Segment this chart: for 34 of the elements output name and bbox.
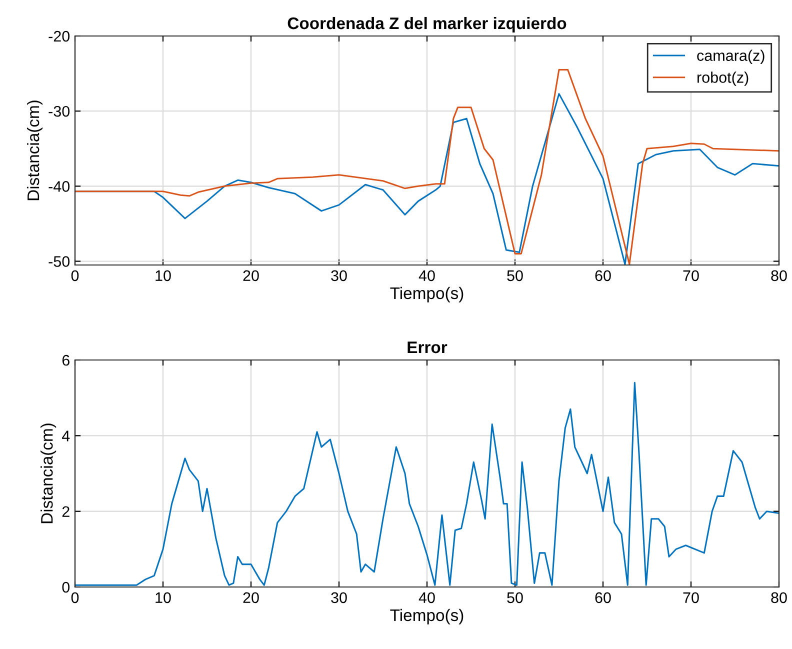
y-tick-label: -50: [48, 256, 70, 267]
x-tick-label: 30: [331, 592, 347, 604]
x-tick-label: 20: [243, 592, 259, 604]
x-tick-label: 70: [683, 270, 699, 282]
x-tick-label: 70: [683, 592, 699, 604]
x-tick-label: 30: [331, 270, 347, 282]
x-tick-label: 80: [771, 270, 787, 282]
chart-title: Coordenada Z del marker izquierdo: [288, 16, 566, 33]
y-tick-label: 2: [62, 506, 70, 517]
x-tick-label: 0: [71, 592, 79, 604]
x-tick-label: 0: [71, 270, 79, 282]
y-tick-label: -30: [48, 106, 70, 117]
y-tick-label: 0: [62, 582, 70, 593]
legend-label: camara(z): [697, 50, 764, 64]
x-tick-label: 80: [771, 592, 787, 604]
x-axis-title: Tiempo(s): [390, 608, 464, 624]
x-tick-label: 50: [507, 592, 523, 604]
x-axis-title: Tiempo(s): [390, 286, 464, 302]
x-tick-label: 50: [507, 270, 523, 282]
y-tick-label: 6: [62, 354, 70, 366]
legend-label: robot(z): [698, 72, 748, 86]
x-tick-label: 60: [595, 270, 611, 282]
chart-title: Error: [408, 342, 448, 354]
y-tick-label: -20: [48, 30, 70, 42]
x-tick-label: 10: [156, 270, 171, 282]
y-tick-label: -40: [48, 181, 70, 192]
x-tick-label: 40: [418, 592, 435, 604]
y-axis-title: Distancia(cm): [26, 100, 42, 200]
x-tick-label: 40: [418, 270, 435, 282]
x-tick-label: 10: [156, 592, 171, 604]
x-tick-label: 60: [595, 592, 611, 604]
y-axis-title: Distancia(cm): [40, 424, 56, 524]
y-tick-label: 4: [62, 430, 70, 442]
x-tick-label: 20: [243, 270, 259, 282]
